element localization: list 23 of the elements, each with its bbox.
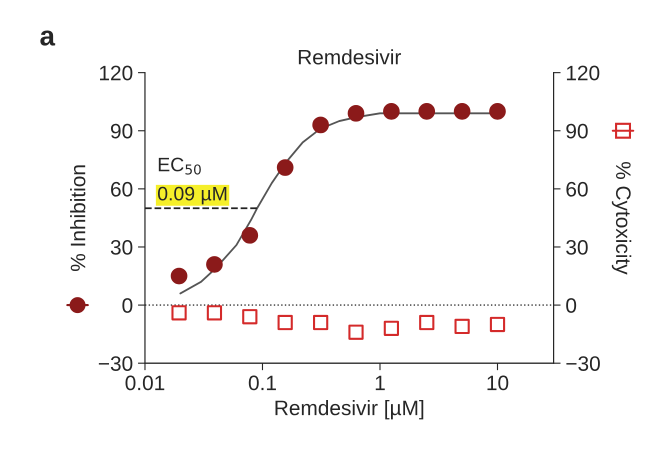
y2-tick-label: −30 xyxy=(566,356,600,371)
x-tick-label: 10 xyxy=(488,376,508,390)
y2-axis-title: % Cytoxicity xyxy=(612,162,632,275)
y-tick-label: 60 xyxy=(111,182,132,197)
x-tick-label: 0.01 xyxy=(126,376,164,390)
y2-tick-label: 120 xyxy=(566,66,600,80)
y2-tick-label: 0 xyxy=(566,298,576,313)
x-axis-title: Remdesivir [µM] xyxy=(276,400,424,420)
y-tick-label: 120 xyxy=(100,66,132,80)
y2-tick-label: 90 xyxy=(566,124,588,139)
text: a xyxy=(40,30,56,46)
y-tick-label: 30 xyxy=(110,240,132,255)
chart-title: Remdesivir xyxy=(298,49,402,65)
y-tick-label: 0 xyxy=(122,298,132,313)
y2-tick-label: 60 xyxy=(566,182,588,197)
y-tick-label: −30 xyxy=(98,356,132,371)
x-tick-label: 0.1 xyxy=(248,376,276,390)
annotation: EC$_{50}$ xyxy=(158,158,201,175)
y-axis-title: % Inhibition xyxy=(70,165,86,272)
x-tick-label: 1 xyxy=(376,376,385,390)
y2-tick-label: 30 xyxy=(566,240,588,255)
annotation: 0.09 µM xyxy=(158,186,226,204)
y-tick-label: 90 xyxy=(110,124,132,139)
